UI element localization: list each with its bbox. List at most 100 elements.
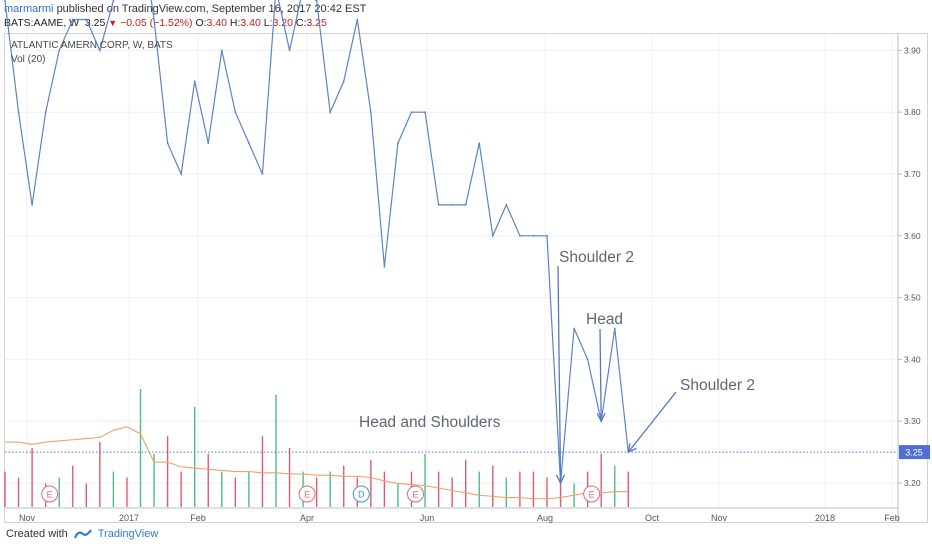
tradingview-logo-icon — [73, 529, 92, 539]
down-arrow-icon: ▼ — [108, 18, 118, 28]
event-marker: E — [583, 485, 601, 503]
volume-bar — [17, 477, 20, 507]
event-marker-circle — [298, 485, 316, 503]
price-point — [505, 204, 508, 206]
x-tick-label: Nov — [711, 513, 728, 523]
price-point — [207, 142, 210, 145]
y-tick-label: 3.70 — [904, 169, 921, 179]
price-point — [85, 18, 88, 21]
author-link[interactable]: marmarmi — [4, 3, 54, 15]
footer: Created with TradingView — [6, 528, 158, 540]
volume-bar — [600, 453, 602, 507]
low-value: 3.20 — [272, 17, 293, 29]
volume-bar — [248, 471, 250, 507]
annotation-arrow — [627, 391, 677, 453]
volume-bar — [315, 477, 318, 507]
x-tick-label: Feb — [190, 513, 206, 523]
volume-bar — [261, 436, 264, 507]
event-marker-circle — [407, 485, 424, 503]
price-point — [478, 142, 481, 145]
price-line — [4, 0, 629, 484]
price-point — [369, 111, 372, 114]
open-label: O: — [195, 17, 207, 29]
x-tick-label: Feb — [884, 513, 900, 523]
y-tick-label: 3.50 — [904, 293, 921, 303]
y-tick-label: 3.60 — [904, 231, 921, 241]
annotation-arrowhead — [627, 443, 637, 454]
close-label: C: — [295, 17, 307, 29]
price-point — [397, 142, 399, 145]
symbol-label: BATS:AAME, W — [4, 17, 80, 29]
volume-bar — [329, 471, 331, 507]
volume-bar — [194, 406, 196, 507]
x-tick-label: Apr — [300, 513, 314, 523]
volume-bar — [288, 448, 291, 507]
last-price-label: 3.25 — [905, 448, 923, 458]
event-marker-label: E — [589, 490, 595, 500]
volume-bar — [505, 477, 508, 507]
annotation-arrowhead — [555, 474, 566, 485]
volume-bar — [437, 471, 440, 507]
price-point — [315, 0, 318, 2]
x-tick-label: Nov — [19, 513, 36, 523]
high-label: H: — [229, 17, 241, 29]
y-tick-label: 3.30 — [904, 416, 921, 426]
volume-bar — [234, 477, 237, 507]
volume-bar — [31, 448, 33, 507]
price-point — [220, 49, 223, 52]
price-point — [44, 111, 47, 114]
annotation-label: Shoulder 2 — [680, 377, 755, 394]
price-point — [451, 204, 454, 206]
volume-bar — [627, 471, 629, 507]
event-marker-label: E — [412, 490, 418, 500]
volume-bar — [546, 477, 548, 507]
volume-bar — [465, 459, 467, 507]
price-point — [532, 234, 535, 237]
tradingview-brand[interactable]: TradingView — [97, 528, 159, 540]
price-point — [248, 142, 250, 145]
price-point — [98, 49, 101, 52]
volume-bar — [343, 465, 345, 507]
volume-bar — [451, 477, 453, 507]
price-point — [356, 18, 359, 21]
price-point — [166, 142, 169, 145]
volume-ma-line — [5, 426, 629, 500]
price-point — [4, 0, 6, 2]
quote-line: BATS:AAME, W 3.25 ▼ −0.05 (−1.52%) O:3.4… — [4, 17, 327, 29]
volume-bar — [559, 477, 562, 507]
x-tick-label: Aug — [537, 513, 553, 523]
y-tick-label: 3.80 — [904, 107, 921, 117]
event-marker-label: D — [358, 490, 365, 500]
volume-bar — [492, 465, 494, 507]
publish-line: marmarmi published on TradingView.com, S… — [4, 3, 366, 15]
volume-bar — [519, 471, 521, 507]
volume-bar — [153, 453, 155, 507]
x-tick-label: Oct — [645, 513, 660, 523]
low-label: L: — [263, 17, 273, 29]
volume-bar — [383, 471, 386, 507]
price-point — [71, 18, 74, 21]
price-point — [464, 204, 467, 206]
price-point — [112, 0, 115, 2]
event-marker: E — [407, 485, 424, 503]
price-point — [586, 358, 589, 361]
chart-title: ATLANTIC AMERN CORP, W, BATS — [11, 40, 173, 51]
price-point — [437, 204, 440, 206]
event-marker-circle — [41, 485, 59, 503]
price-point — [193, 80, 196, 83]
volume-bar — [275, 394, 277, 507]
annotation-label: Head — [586, 311, 623, 328]
y-tick-label: 3.90 — [904, 45, 921, 55]
x-tick-label: 2018 — [815, 513, 835, 523]
volume-bar — [99, 442, 101, 507]
price-point — [329, 111, 332, 114]
annotation-label: Shoulder 2 — [559, 249, 634, 266]
price-point — [153, 18, 155, 21]
price-point — [383, 265, 386, 268]
event-marker-label: E — [304, 490, 310, 500]
event-marker-circle — [352, 485, 370, 503]
volume-bar — [370, 459, 372, 507]
volume-bar — [180, 471, 182, 507]
y-tick-label: 3.40 — [904, 354, 921, 364]
